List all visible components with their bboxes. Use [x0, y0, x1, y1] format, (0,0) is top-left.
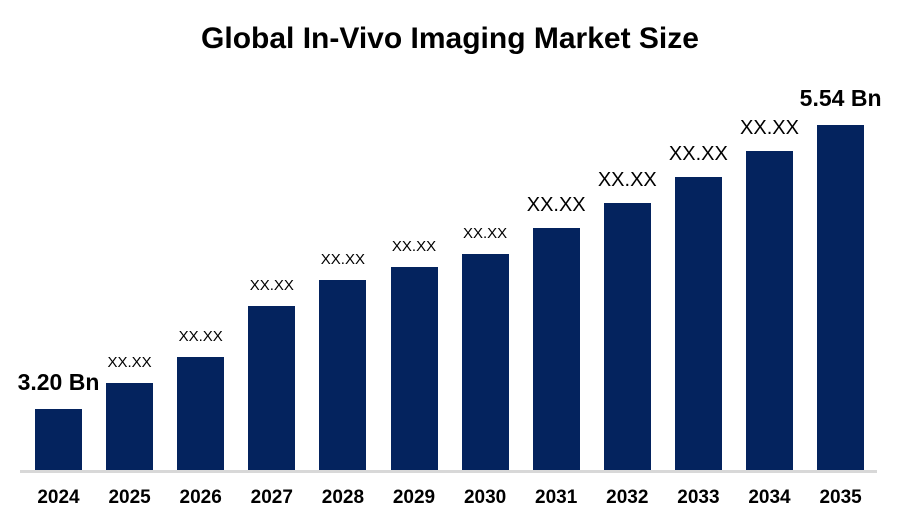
x-axis-line — [20, 470, 877, 473]
bar-2032 — [603, 203, 651, 470]
bar-2026 — [177, 357, 225, 470]
bar-value-label-2029: XX.XX — [391, 237, 437, 255]
bar-value-label-2032: XX.XX — [597, 169, 657, 191]
bar-2024 — [35, 409, 82, 470]
x-axis-label-2029: 2029 — [392, 487, 436, 508]
bar-value-label-2025: XX.XX — [107, 353, 152, 371]
x-axis-label-2035: 2035 — [819, 487, 862, 508]
bar-value-label-2027: XX.XX — [249, 276, 294, 294]
bar-2028 — [319, 280, 367, 470]
x-axis-label-2033: 2033 — [677, 487, 720, 508]
x-axis-label-2032: 2032 — [606, 487, 649, 508]
bar-value-label-2033: XX.XX — [668, 143, 728, 165]
bar-2025 — [106, 383, 154, 470]
bar-2030 — [461, 254, 509, 470]
bar-value-label-2024: 3.20 Bn — [17, 368, 100, 395]
bar-2035 — [817, 125, 865, 470]
x-axis-label-2034: 2034 — [748, 487, 791, 508]
x-axis-label-2026: 2026 — [179, 487, 222, 508]
x-axis-label-2027: 2027 — [250, 487, 293, 508]
bar-2029 — [390, 267, 438, 470]
bar-value-label-2034: XX.XX — [740, 117, 799, 139]
x-axis-label-2025: 2025 — [108, 487, 151, 508]
x-axis-label-2031: 2031 — [535, 487, 578, 508]
bar-value-label-2030: XX.XX — [463, 224, 508, 242]
x-axis-label-2030: 2030 — [463, 487, 507, 508]
x-axis-label-2024: 2024 — [37, 487, 80, 508]
chart-title: Global In-Vivo Imaging Market Size — [201, 22, 699, 55]
bar-2034 — [746, 151, 793, 470]
bar-value-label-2026: XX.XX — [178, 327, 223, 345]
bar-2033 — [674, 177, 722, 470]
bar-2027 — [248, 306, 296, 470]
x-axis-label-2028: 2028 — [321, 487, 365, 508]
bar-2031 — [532, 228, 580, 470]
bar-value-label-2031: XX.XX — [526, 194, 586, 216]
bar-value-label-2028: XX.XX — [320, 250, 365, 268]
bar-value-label-2035: 5.54 Bn — [799, 84, 882, 111]
